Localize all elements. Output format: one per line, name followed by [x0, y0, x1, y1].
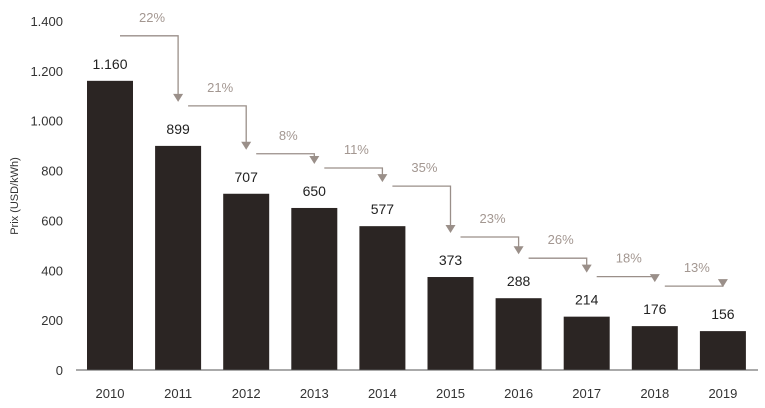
y-axis-label: Prix (USD/kWh) — [9, 157, 21, 235]
arrowhead-icon — [513, 246, 524, 255]
y-tick-label: 1.200 — [30, 64, 63, 79]
value-label: 288 — [507, 273, 531, 289]
change-arrow — [120, 35, 179, 95]
value-label: 899 — [166, 121, 190, 137]
change-arrow — [324, 167, 384, 176]
x-tick-label: 2019 — [708, 386, 737, 401]
arrowhead-icon — [649, 274, 660, 283]
percent-change-label: 23% — [480, 211, 506, 226]
x-tick-label: 2015 — [436, 386, 465, 401]
bar-2018 — [631, 326, 678, 370]
change-arrow — [188, 105, 247, 143]
bar-2019 — [699, 331, 746, 370]
percent-change-label: 13% — [684, 260, 710, 275]
x-tick-label: 2018 — [640, 386, 669, 401]
y-tick-label: 400 — [41, 263, 63, 278]
x-tick-label: 2012 — [232, 386, 261, 401]
value-label: 214 — [575, 292, 599, 308]
bar-2012 — [223, 193, 270, 370]
y-tick-label: 200 — [41, 313, 63, 328]
y-tick-label: 600 — [41, 213, 63, 228]
value-label: 577 — [371, 201, 395, 217]
percent-change-label: 11% — [344, 142, 369, 157]
change-arrow — [528, 257, 588, 266]
value-label: 373 — [439, 252, 463, 268]
bar-2015 — [427, 277, 474, 370]
value-label: 1.160 — [92, 56, 127, 72]
x-tick-label: 2011 — [164, 386, 192, 401]
change-arrow — [664, 280, 724, 287]
bar-2011 — [155, 145, 202, 370]
arrowhead-icon — [581, 264, 592, 273]
arrowhead-icon — [445, 225, 456, 234]
change-arrow — [596, 275, 656, 278]
arrowhead-icon — [309, 155, 320, 164]
y-tick-label: 1.000 — [30, 114, 63, 129]
y-tick-label: 1.400 — [30, 14, 63, 29]
percent-change-label: 18% — [616, 251, 642, 266]
percent-change-label: 8% — [279, 128, 298, 143]
value-label: 176 — [643, 301, 667, 317]
percent-change-label: 22% — [139, 10, 165, 25]
bar-2013 — [291, 207, 338, 370]
bar-2014 — [359, 226, 406, 370]
percent-change-label: 35% — [411, 160, 437, 175]
x-tick-label: 2017 — [572, 386, 601, 401]
value-label: 650 — [303, 183, 327, 199]
x-tick-label: 2014 — [368, 386, 397, 401]
arrowhead-icon — [173, 93, 184, 102]
change-arrow — [256, 153, 315, 157]
arrowhead-icon — [377, 174, 388, 183]
x-tick-label: 2010 — [96, 386, 125, 401]
bar-2016 — [495, 298, 542, 370]
arrowhead-icon — [717, 279, 728, 288]
bar-2017 — [563, 316, 610, 370]
arrowhead-icon — [241, 141, 252, 150]
value-label: 707 — [235, 169, 259, 185]
y-tick-label: 0 — [56, 363, 63, 378]
x-tick-label: 2013 — [300, 386, 329, 401]
value-label: 156 — [711, 306, 735, 322]
bar-2010 — [87, 80, 133, 370]
change-arrow — [392, 185, 452, 227]
y-tick-label: 800 — [41, 164, 63, 179]
percent-change-label: 21% — [207, 80, 233, 95]
percent-change-label: 26% — [548, 232, 574, 247]
x-tick-label: 2016 — [504, 386, 533, 401]
change-arrow — [460, 236, 520, 248]
